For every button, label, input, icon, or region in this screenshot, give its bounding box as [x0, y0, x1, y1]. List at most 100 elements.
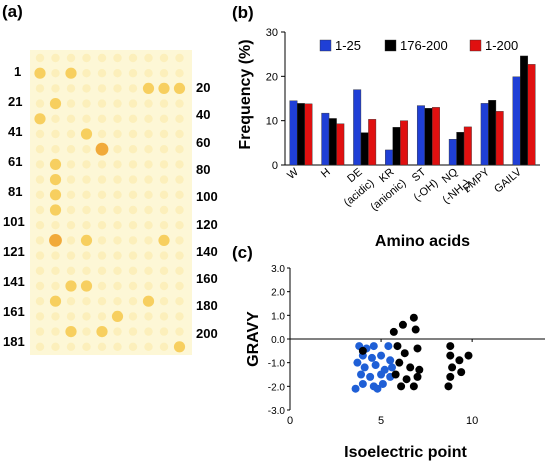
bar-176-200 [424, 108, 433, 166]
plate-well [66, 190, 76, 199]
plate-well [95, 142, 109, 156]
bar-1-25 [512, 76, 521, 166]
bar-1-200 [527, 64, 536, 166]
plate-well [82, 205, 91, 215]
plate-well [159, 114, 169, 124]
scatter-point [446, 351, 455, 360]
plate-well [128, 221, 138, 230]
plate-well [113, 327, 122, 336]
plate-well [97, 129, 107, 139]
plate-well [65, 280, 77, 292]
plate-well [34, 67, 46, 79]
bar-y-tick-label: 20 [266, 71, 278, 83]
plate-well [175, 190, 184, 199]
plate-well [66, 114, 76, 124]
plate-well [128, 297, 138, 306]
plate-well [113, 160, 122, 169]
plate-well [97, 342, 107, 351]
plate-row-label-right: 160 [196, 271, 218, 287]
bar-176-200 [328, 118, 337, 166]
plate-well [80, 280, 93, 292]
plate-well [144, 175, 153, 184]
bar-legend-swatch [384, 39, 397, 52]
plate-well [175, 114, 184, 124]
plate-row-label-left: 161 [3, 304, 25, 319]
plate-well [144, 205, 153, 215]
plate-well [128, 175, 138, 184]
scatter-y-tick-label: 0.0 [271, 335, 285, 346]
scatter-point [415, 365, 424, 374]
plate-well [144, 53, 153, 63]
plate-well [35, 236, 45, 245]
plate-well [97, 53, 107, 63]
plate-well [51, 312, 60, 321]
bar-176-200 [360, 132, 369, 166]
scatter-y-tick-label: -3.0 [268, 406, 286, 417]
scatter-point [464, 351, 473, 360]
plate-well [175, 312, 184, 321]
plate-row-label-right: 180 [196, 298, 218, 314]
plate-row-label-right: 120 [196, 216, 218, 232]
plate-well [97, 160, 107, 169]
plate-well [144, 190, 153, 199]
plate-well [144, 145, 153, 154]
plate-well [82, 266, 91, 275]
bar-y-tick-label: 0 [272, 160, 278, 172]
plate-well [35, 266, 45, 275]
plate-well [66, 160, 76, 169]
plate-well [113, 145, 122, 154]
plate-well [128, 342, 138, 351]
bar-y-axis-label: Frequency (%) [237, 39, 254, 149]
scatter-point [369, 342, 378, 351]
plate-row-label-left: 41 [8, 124, 23, 139]
scatter-point [398, 320, 407, 329]
plate-well [159, 160, 169, 169]
scatter-y-tick-label: -1.0 [268, 359, 286, 370]
plate-row-label-left: 121 [3, 244, 25, 259]
plate-well [175, 221, 184, 230]
plate-well [128, 266, 138, 275]
plate-well [97, 266, 107, 275]
plate-well [159, 327, 169, 336]
plate-well [175, 205, 184, 215]
scatter-x-tick-label: 5 [378, 415, 384, 427]
plate-well [51, 145, 60, 154]
plate-well [159, 190, 169, 199]
plate-well [128, 84, 138, 93]
plate-well [82, 99, 91, 108]
plate-well [35, 312, 45, 321]
plate-well [35, 129, 45, 139]
plate-well [113, 114, 122, 124]
plate-well [128, 190, 138, 199]
plate-well [159, 342, 169, 351]
plate-well [51, 266, 60, 275]
scatter-point [413, 344, 422, 353]
plate-well [113, 99, 122, 108]
plate-well [128, 53, 138, 63]
bar-1-200 [336, 123, 345, 166]
plate-well [66, 266, 76, 275]
plate-well [113, 221, 122, 230]
bar-176-200 [392, 127, 401, 166]
bar-legend-label: 176-200 [400, 38, 448, 53]
plate-well [113, 266, 122, 275]
plate-well [144, 69, 153, 78]
plate-well [82, 327, 91, 336]
plate-well [159, 205, 169, 215]
plate-well [128, 205, 138, 215]
plate-well [113, 342, 122, 351]
scatter-point [378, 379, 387, 388]
plate-well [175, 297, 184, 306]
scatter-point [395, 358, 404, 367]
bar-1-25 [289, 100, 298, 166]
plate-row-label-right: 200 [196, 325, 218, 341]
plate-well [128, 114, 138, 124]
plate-well [66, 236, 76, 245]
bar-176-200 [520, 55, 529, 166]
plate-well [113, 236, 122, 245]
plate-well [175, 99, 184, 108]
scatter-point [446, 372, 455, 381]
scatter-y-axis-label: GRAVY [245, 311, 262, 367]
plate-well [66, 145, 76, 154]
